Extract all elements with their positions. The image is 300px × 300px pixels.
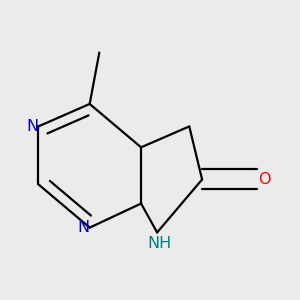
Text: O: O [259, 172, 271, 187]
Text: N: N [26, 119, 38, 134]
Text: N: N [77, 220, 89, 235]
Text: NH: NH [148, 236, 172, 251]
